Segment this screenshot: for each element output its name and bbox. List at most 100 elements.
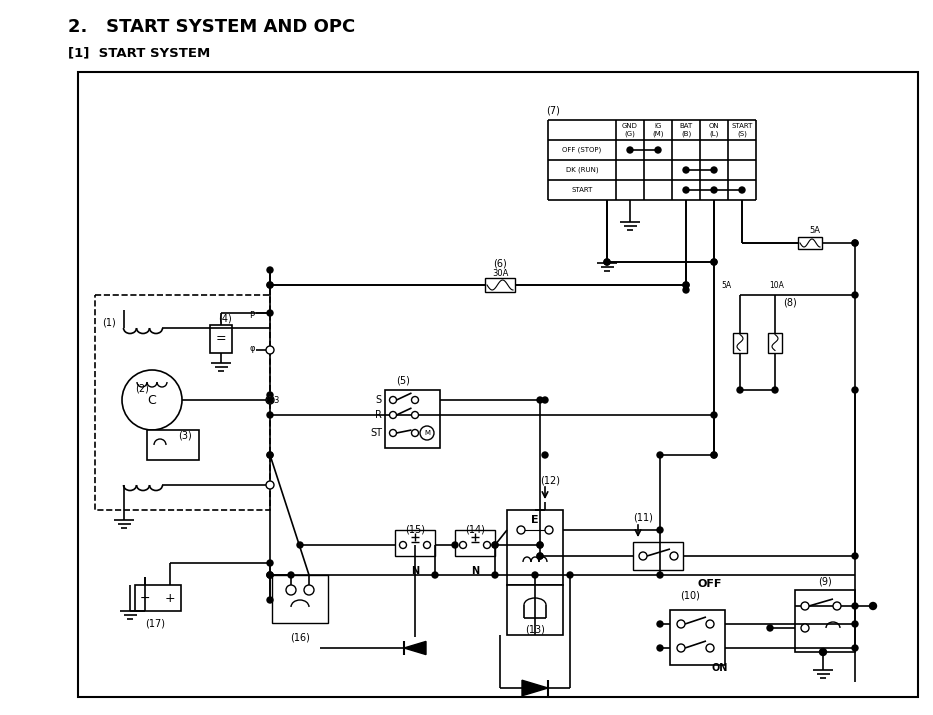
Circle shape	[833, 602, 841, 610]
Text: (4): (4)	[218, 313, 231, 323]
Text: =: =	[216, 332, 227, 345]
Circle shape	[655, 147, 661, 153]
Circle shape	[267, 267, 273, 273]
Circle shape	[683, 287, 689, 293]
Circle shape	[267, 397, 273, 403]
Bar	[633, 542, 683, 570]
Text: GND
(G): GND (G)	[622, 123, 638, 137]
Text: M: M	[424, 430, 430, 436]
Text: φ: φ	[249, 343, 255, 352]
Text: (12): (12)	[540, 475, 560, 485]
Text: C: C	[147, 393, 157, 407]
Circle shape	[389, 397, 397, 403]
Circle shape	[452, 542, 458, 548]
Circle shape	[657, 452, 663, 458]
Circle shape	[604, 259, 610, 265]
Bar	[78, 72, 918, 697]
Bar	[455, 530, 495, 556]
Text: [1]  START SYSTEM: [1] START SYSTEM	[68, 46, 210, 59]
Text: (6): (6)	[494, 258, 507, 268]
Text: START
(S): START (S)	[731, 123, 753, 137]
Bar	[768, 332, 782, 352]
Circle shape	[266, 346, 274, 354]
Circle shape	[424, 541, 430, 548]
Circle shape	[801, 624, 809, 632]
Text: (7): (7)	[546, 105, 560, 115]
Circle shape	[286, 585, 296, 595]
Text: 5A: 5A	[721, 280, 731, 290]
Polygon shape	[522, 680, 548, 696]
Circle shape	[657, 527, 663, 533]
Circle shape	[767, 625, 773, 631]
Circle shape	[772, 387, 778, 393]
Text: +: +	[165, 591, 175, 604]
Text: 2.   START SYSTEM AND OPC: 2. START SYSTEM AND OPC	[68, 18, 355, 36]
Polygon shape	[404, 641, 426, 655]
Text: (15): (15)	[405, 524, 425, 534]
Circle shape	[389, 412, 397, 418]
Circle shape	[267, 310, 273, 316]
Circle shape	[304, 585, 314, 595]
Circle shape	[532, 572, 538, 578]
Text: P: P	[249, 310, 255, 320]
Circle shape	[288, 572, 294, 578]
Text: (10): (10)	[680, 591, 700, 601]
Circle shape	[399, 541, 407, 548]
Circle shape	[267, 282, 273, 288]
Circle shape	[627, 147, 633, 153]
Text: N: N	[411, 566, 419, 576]
Text: E: E	[531, 515, 539, 525]
Circle shape	[483, 541, 491, 548]
Bar	[385, 390, 440, 448]
Circle shape	[542, 397, 548, 403]
Circle shape	[870, 603, 876, 609]
Circle shape	[542, 452, 548, 458]
Circle shape	[657, 621, 663, 627]
Text: 5A: 5A	[810, 225, 820, 235]
Text: (1): (1)	[102, 317, 116, 327]
Text: OFF (STOP): OFF (STOP)	[563, 147, 602, 153]
Circle shape	[819, 649, 827, 656]
Circle shape	[267, 412, 273, 418]
Circle shape	[411, 430, 419, 436]
Circle shape	[852, 645, 858, 651]
Text: (14): (14)	[465, 524, 485, 534]
Circle shape	[852, 292, 858, 298]
Circle shape	[670, 552, 678, 560]
Bar	[507, 510, 563, 585]
Bar	[507, 585, 563, 635]
Circle shape	[711, 412, 717, 418]
Text: (3): (3)	[178, 430, 192, 440]
Circle shape	[683, 282, 689, 288]
Circle shape	[267, 560, 273, 566]
Bar	[210, 325, 232, 353]
Text: (9): (9)	[818, 577, 832, 587]
Circle shape	[267, 597, 273, 603]
Circle shape	[545, 526, 553, 534]
Circle shape	[411, 397, 419, 403]
Circle shape	[389, 430, 397, 436]
Circle shape	[537, 542, 543, 548]
Text: ON: ON	[712, 663, 728, 673]
Circle shape	[852, 240, 858, 246]
Circle shape	[852, 553, 858, 559]
Text: (5): (5)	[397, 375, 410, 385]
Circle shape	[266, 396, 274, 404]
Text: (16): (16)	[290, 632, 310, 642]
Circle shape	[711, 259, 717, 265]
Circle shape	[706, 644, 714, 652]
Circle shape	[122, 370, 182, 430]
Circle shape	[517, 526, 525, 534]
Circle shape	[411, 412, 419, 418]
Circle shape	[537, 553, 543, 559]
Circle shape	[657, 645, 663, 651]
Circle shape	[852, 621, 858, 627]
Circle shape	[537, 553, 543, 559]
Circle shape	[852, 240, 858, 246]
Circle shape	[683, 187, 689, 193]
Text: S: S	[376, 395, 382, 405]
Text: OFF: OFF	[698, 579, 722, 589]
Circle shape	[711, 452, 717, 458]
Circle shape	[267, 572, 273, 578]
Circle shape	[537, 542, 543, 548]
